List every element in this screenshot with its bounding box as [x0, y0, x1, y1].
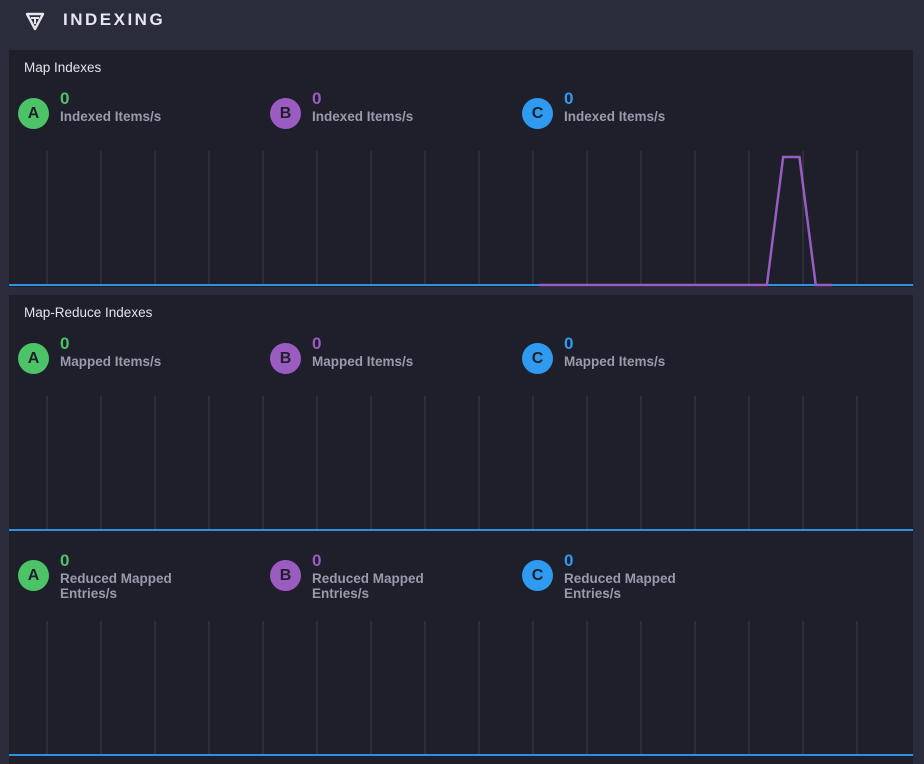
chart-svg	[9, 621, 913, 756]
metric-value: 0	[312, 551, 322, 570]
reduced-entries-chart	[9, 620, 913, 757]
logo-icon	[25, 12, 45, 31]
metric-label: Mapped Items/s	[312, 354, 414, 369]
page-title: INDEXING	[63, 10, 166, 29]
metric-label: Reduced Mapped Entries/s	[312, 571, 424, 601]
badge-b: B	[270, 560, 301, 591]
metric-value: 0	[312, 89, 322, 108]
badge-a: A	[18, 560, 49, 591]
metric-value: 0	[60, 334, 70, 353]
metric-value: 0	[60, 89, 70, 108]
metric-label: Mapped Items/s	[60, 354, 162, 369]
chart-svg	[9, 396, 913, 531]
map-indexes-panel: Map Indexes A 0 Indexed Items/s B 0 Inde…	[9, 50, 913, 287]
metric-label: Indexed Items/s	[60, 109, 162, 124]
series-line	[539, 155, 832, 287]
metric-label: Mapped Items/s	[564, 354, 666, 369]
panel-title: Map-Reduce Indexes	[24, 305, 153, 320]
badge-c: C	[522, 560, 553, 591]
badge-b: B	[270, 343, 301, 374]
map-indexes-chart	[9, 150, 913, 287]
mapped-items-chart	[9, 395, 913, 532]
indexing-header: INDEXING	[0, 0, 924, 44]
metric-value: 0	[564, 551, 574, 570]
metric-label: Reduced Mapped Entries/s	[60, 571, 172, 601]
badge-b: B	[270, 98, 301, 129]
metric-label: Reduced Mapped Entries/s	[564, 571, 676, 601]
metric-value: 0	[312, 334, 322, 353]
panel-title: Map Indexes	[24, 60, 102, 75]
metric-label: Indexed Items/s	[564, 109, 666, 124]
metric-value: 0	[564, 89, 574, 108]
badge-c: C	[522, 98, 553, 129]
badge-c: C	[522, 343, 553, 374]
badge-a: A	[18, 98, 49, 129]
metric-value: 0	[60, 551, 70, 570]
metric-value: 0	[564, 334, 574, 353]
map-reduce-indexes-panel: Map-Reduce Indexes A 0 Mapped Items/s B …	[9, 295, 913, 764]
badge-a: A	[18, 343, 49, 374]
metric-label: Indexed Items/s	[312, 109, 414, 124]
chart-svg	[9, 151, 913, 287]
